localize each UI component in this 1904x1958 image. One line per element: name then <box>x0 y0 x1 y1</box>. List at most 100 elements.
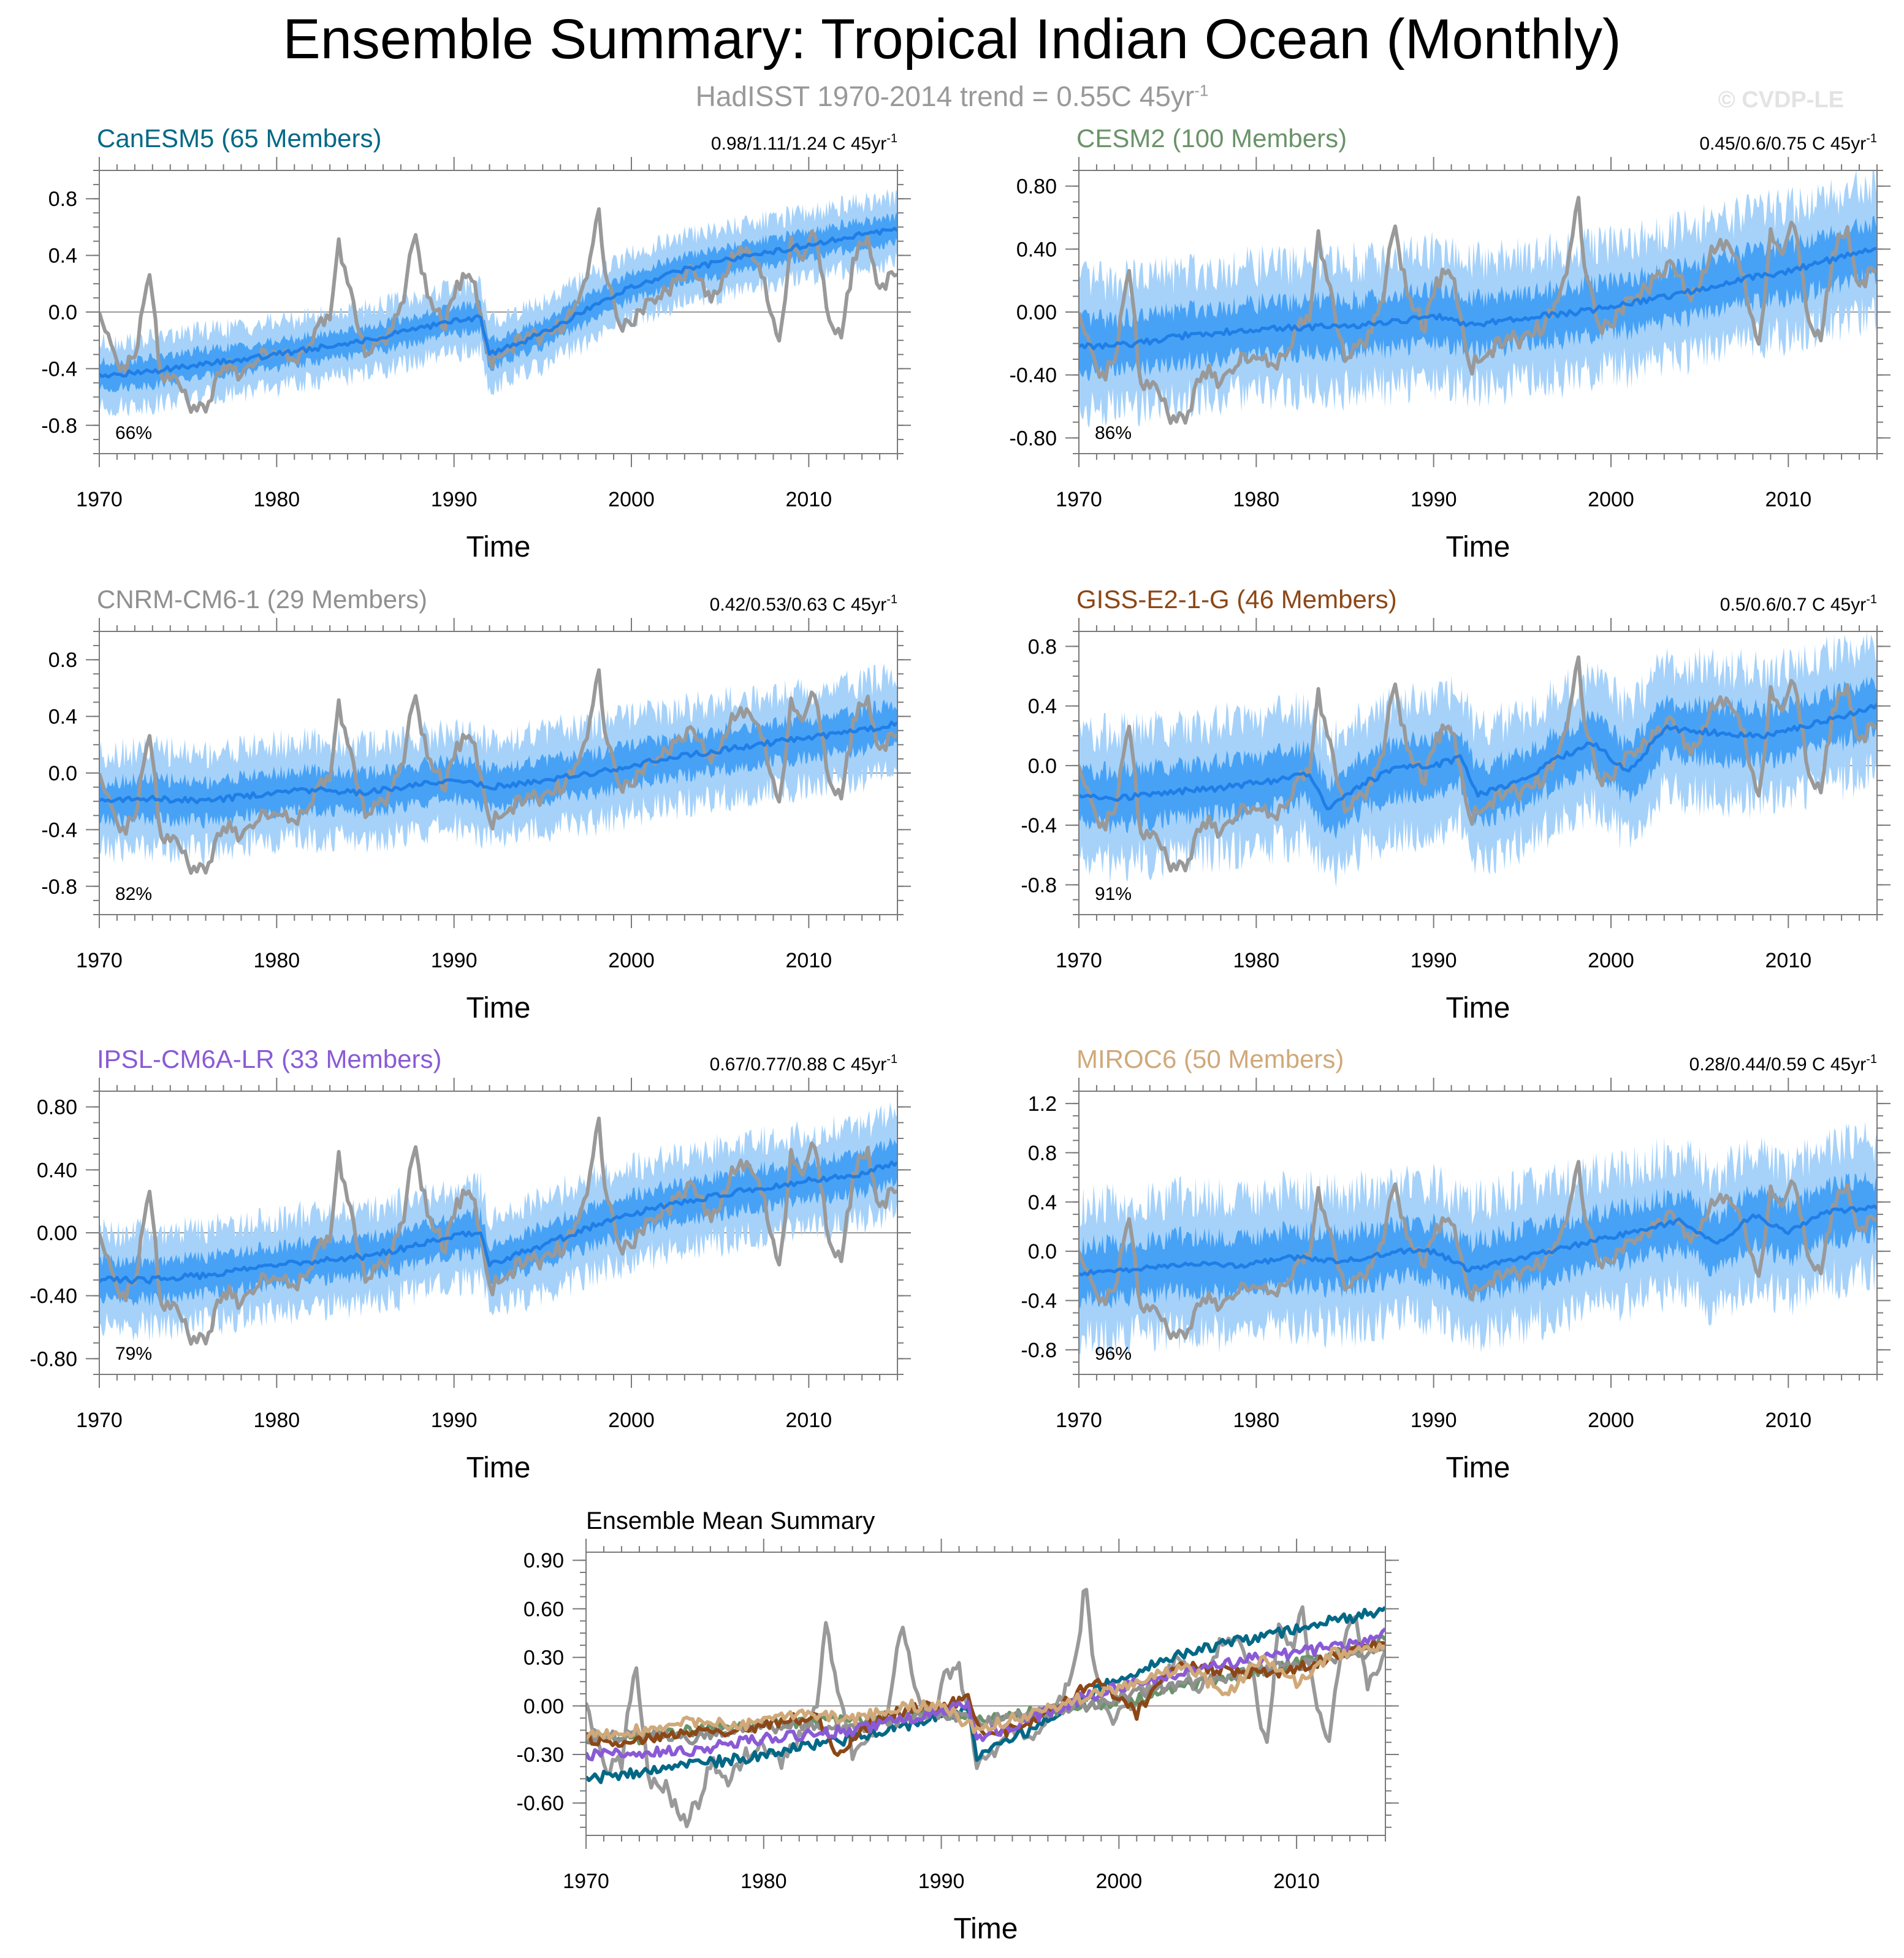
x-tick-label: 2000 <box>608 488 655 511</box>
plot-frame <box>1078 1091 1878 1375</box>
y-tick-label: -0.40 <box>1010 364 1057 387</box>
panel-summary: Ensemble Mean Summary -0.60 -0.30 0.00 0.30 0… <box>517 1507 1399 1945</box>
ensemble-spread-inner <box>1079 1171 1877 1309</box>
percent-label: 82% <box>115 884 152 904</box>
x-axis: 1970 1980 1990 2000 2010 Time <box>76 618 898 1024</box>
x-tick-label: 1980 <box>741 1870 787 1893</box>
subtitle-text: HadISST 1970-2014 trend = 0.55C 45yr <box>695 80 1195 112</box>
x-tick-label: 1980 <box>1233 1409 1280 1432</box>
x-tick-label: 1970 <box>563 1870 609 1893</box>
trend-label: 0.42/0.53/0.63 C 45yr-1 <box>710 593 897 615</box>
y-tick-label: 0.80 <box>1016 175 1057 199</box>
panel-ipsl: IPSL-CM6A-LR (33 Members) 0.67/0.77/0.88 … <box>30 1045 911 1484</box>
y-tick-label: 0.8 <box>1028 635 1057 658</box>
x-tick-label: 2010 <box>1765 488 1812 511</box>
hadisst-line <box>99 668 897 875</box>
ensemble-mean-line <box>99 227 897 379</box>
x-tick-label: 1990 <box>431 1409 478 1432</box>
ensemble-mean-line <box>1079 703 1877 811</box>
y-tick-label: 0.8 <box>48 649 77 672</box>
y-tick-label: 0.4 <box>1028 695 1057 718</box>
x-tick-label: 1990 <box>918 1870 965 1893</box>
panel-title: Ensemble Mean Summary <box>586 1507 875 1534</box>
y-tick-label: 0.0 <box>48 762 77 785</box>
x-tick-label: 1970 <box>1056 488 1102 511</box>
y-axis: -0.60 -0.30 0.00 0.30 0.60 0.90 <box>517 1549 1399 1828</box>
x-tick-label: 2000 <box>1588 1409 1634 1432</box>
percent-label: 79% <box>115 1344 152 1364</box>
x-axis: 1970 1980 1990 2000 2010 Time <box>76 157 898 563</box>
y-tick-label: -0.4 <box>1021 1289 1057 1312</box>
x-tick-label: 2010 <box>1765 949 1812 972</box>
plot-area <box>99 189 897 417</box>
x-axis: 1970 1980 1990 2000 2010 Time <box>1056 1078 1878 1484</box>
series-line-miroc6 <box>586 1642 1385 1741</box>
percent-label: 86% <box>1095 423 1132 443</box>
trend-label: 0.28/0.44/0.59 C 45yr-1 <box>1689 1053 1877 1075</box>
trend-label: 0.98/1.11/1.24 C 45yr-1 <box>711 132 897 154</box>
ensemble-mean-line <box>1079 246 1877 351</box>
x-tick-label: 2000 <box>1588 949 1634 972</box>
x-tick-label: 1970 <box>76 488 123 511</box>
y-tick-label: -0.40 <box>30 1285 78 1308</box>
x-tick-label: 1980 <box>1233 949 1280 972</box>
y-tick-label: 0.00 <box>37 1222 77 1245</box>
panel-cnrm: CNRM-CM6-1 (29 Members) 0.42/0.53/0.63 C … <box>41 585 911 1024</box>
x-tick-label: 2010 <box>786 488 832 511</box>
trend-label: 0.5/0.6/0.7 C 45yr-1 <box>1720 593 1877 615</box>
x-tick-label: 1980 <box>254 1409 300 1432</box>
subtitle-exponent: -1 <box>1194 81 1209 100</box>
panel-title: CESM2 (100 Members) <box>1076 124 1347 153</box>
x-tick-label: 1990 <box>1411 949 1457 972</box>
x-tick-label: 2010 <box>1765 1409 1812 1432</box>
x-tick-label: 2000 <box>1588 488 1634 511</box>
panel-giss: GISS-E2-1-G (46 Members) 0.5/0.6/0.7 C 45… <box>1021 585 1891 1024</box>
y-tick-label: 0.4 <box>48 245 77 268</box>
x-axis-label: Time <box>954 1913 1018 1945</box>
y-tick-label: -0.4 <box>41 818 77 842</box>
ensemble-spread-inner <box>99 212 897 393</box>
ensemble-spread-outer <box>99 189 897 417</box>
y-tick-label: 0.90 <box>524 1549 564 1572</box>
ensemble-spread-outer <box>1079 631 1877 887</box>
y-tick-label: -0.8 <box>1021 1339 1057 1362</box>
x-tick-label: 1980 <box>1233 488 1280 511</box>
x-axis-label: Time <box>1446 531 1510 563</box>
series-line-ipsl-cm6a-lr <box>586 1627 1385 1762</box>
panel-title: IPSL-CM6A-LR (33 Members) <box>97 1045 441 1073</box>
trend-label: 0.67/0.77/0.88 C 45yr-1 <box>710 1053 897 1075</box>
y-tick-label: 1.2 <box>1028 1092 1057 1116</box>
x-tick-label: 1990 <box>431 949 478 972</box>
panel-canesm5: CanESM5 (65 Members) 0.98/1.11/1.24 C 45y… <box>41 124 911 563</box>
x-axis: 1970 1980 1990 2000 2010 Time <box>563 1539 1386 1945</box>
x-axis: 1970 1980 1990 2000 2010 Time <box>1056 618 1878 1024</box>
x-tick-label: 2000 <box>1096 1870 1143 1893</box>
x-tick-label: 2000 <box>608 1409 655 1432</box>
y-tick-label: 0.00 <box>524 1695 564 1718</box>
panel-title: GISS-E2-1-G (46 Members) <box>1076 585 1397 614</box>
x-tick-label: 2000 <box>608 949 655 972</box>
panel-miroc6: MIROC6 (50 Members) 0.28/0.44/0.59 C 45yr… <box>1021 1045 1891 1484</box>
x-axis: 1970 1980 1990 2000 2010 Time <box>1056 157 1878 563</box>
plot-area <box>586 1588 1385 1829</box>
x-axis-label: Time <box>466 992 531 1024</box>
y-tick-label: -0.8 <box>1021 874 1057 897</box>
y-axis: -0.8 -0.4 0.0 0.4 0.8 <box>1021 631 1891 915</box>
plot-area <box>1079 1121 1877 1359</box>
plot-area <box>1079 170 1877 429</box>
y-tick-label: -0.80 <box>1010 427 1057 450</box>
plot-area <box>99 1102 897 1346</box>
ensemble-spread-inner <box>1079 676 1877 840</box>
x-axis-label: Time <box>466 531 531 563</box>
plot-area <box>1079 631 1877 887</box>
y-tick-label: -0.30 <box>517 1743 565 1767</box>
panel-cesm2: CESM2 (100 Members) 0.45/0.6/0.75 C 45yr-… <box>1010 124 1891 563</box>
y-tick-label: 0.60 <box>524 1598 564 1621</box>
x-tick-label: 2010 <box>1273 1870 1320 1893</box>
y-tick-label: 0.4 <box>1028 1191 1057 1214</box>
series-line-canesm5 <box>586 1606 1385 1785</box>
page-subtitle: HadISST 1970-2014 trend = 0.55C 45yr-1 <box>0 80 1904 113</box>
percent-label: 96% <box>1095 1344 1132 1364</box>
ensemble-mean-line <box>1079 1204 1877 1277</box>
percent-label: 66% <box>115 423 152 443</box>
